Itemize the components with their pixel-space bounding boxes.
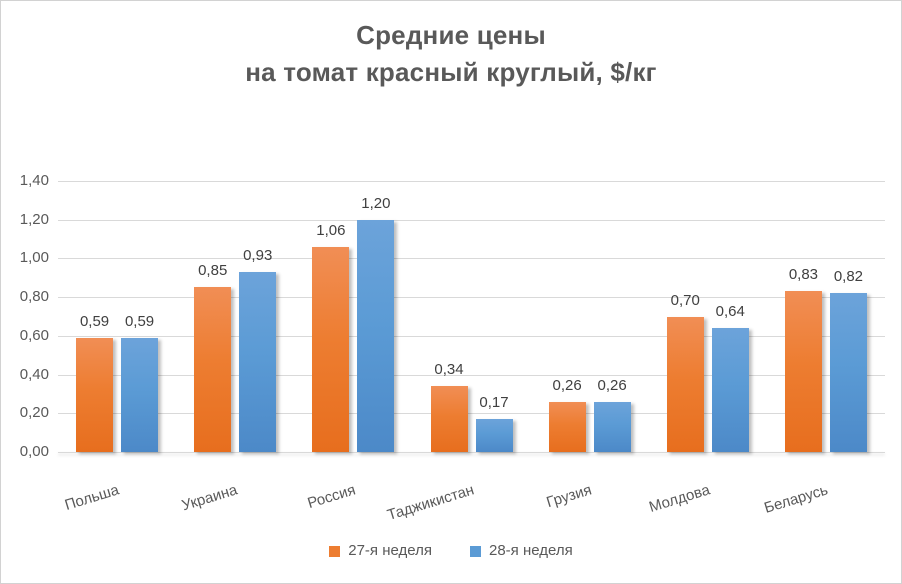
bar-27-я неделя-Грузия	[548, 401, 586, 452]
legend-swatch-week27	[329, 545, 341, 557]
bar-value-label-28-я неделя-Польша: 0,59	[124, 312, 155, 330]
x-category-label-Украина: Украина	[179, 481, 240, 515]
gridline-1,00	[58, 258, 885, 260]
legend: 27-я неделя 28-я неделя	[1, 542, 901, 560]
gridline-0,20	[58, 413, 885, 415]
y-tick-label-0,40: 0,40	[19, 365, 49, 383]
bar-27-я неделя-Украина	[194, 287, 232, 452]
bar-value-label-27-я неделя-Украина: 0,85	[198, 262, 228, 280]
y-tick-label-1,20: 1,20	[19, 210, 49, 228]
bar-value-label-28-я неделя-Грузия: 0,26	[597, 376, 627, 394]
bar-28-я неделя-Польша	[121, 337, 159, 452]
legend-label-week27: 27-я неделя	[348, 542, 432, 559]
legend-item-week27: 27-я неделя	[329, 542, 432, 560]
bar-value-label-28-я неделя-Россия: 1,20	[361, 194, 391, 212]
y-tick-label-0,80: 0,80	[19, 288, 49, 306]
gridline-0,00	[58, 452, 885, 453]
bar-value-label-27-я неделя-Россия: 1,06	[316, 221, 346, 239]
x-category-label-Беларусь: Беларусь	[762, 481, 831, 517]
chart-title-line2: на томат красный круглый, $/кг	[245, 57, 657, 87]
x-category-label-Россия: Россия	[305, 481, 358, 513]
bar-28-я неделя-Украина	[239, 271, 277, 452]
x-category-label-Грузия: Грузия	[544, 481, 594, 512]
legend-label-week28: 28-я неделя	[489, 542, 573, 559]
bar-value-label-27-я неделя-Молдова: 0,70	[670, 291, 700, 309]
bar-27-я неделя-Польша	[76, 337, 114, 452]
chart-title: Средние цены на томат красный круглый, $…	[1, 17, 901, 91]
x-category-label-Таджикистан: Таджикистан	[385, 481, 476, 524]
bar-27-я неделя-Беларусь	[784, 291, 822, 452]
bar-value-label-28-я неделя-Таджикистан: 0,17	[479, 394, 509, 412]
gridline-0,80	[58, 297, 885, 299]
y-tick-label-0,60: 0,60	[19, 326, 49, 344]
bar-value-label-27-я неделя-Беларусь: 0,83	[788, 266, 819, 284]
legend-swatch-week28	[470, 545, 481, 557]
bar-27-я неделя-Россия	[312, 246, 350, 452]
x-category-label-Молдова: Молдова	[647, 481, 713, 516]
bar-28-я неделя-Беларусь	[829, 293, 867, 452]
y-tick-label-1,40: 1,40	[19, 172, 49, 189]
bar-28-я неделя-Грузия	[593, 401, 631, 452]
bar-value-label-28-я неделя-Беларусь: 0,82	[833, 268, 864, 286]
x-category-label-Польша: Польша	[63, 481, 122, 514]
gridline-0,60	[58, 335, 885, 337]
bar-28-я неделя-Россия	[357, 219, 395, 452]
chart-title-line1: Средние цены	[356, 20, 546, 50]
bar-27-я неделя-Таджикистан	[430, 386, 468, 452]
gridline-1,20	[58, 219, 885, 221]
gridline-0,40	[58, 374, 885, 376]
bar-28-я неделя-Таджикистан	[475, 419, 513, 452]
bar-value-label-28-я неделя-Украина: 0,93	[243, 246, 273, 264]
gridline-1,40	[58, 181, 885, 182]
bar-value-label-27-я неделя-Грузия: 0,26	[552, 376, 582, 394]
y-tick-label-1,00: 1,00	[19, 249, 49, 267]
bar-value-label-28-я неделя-Молдова: 0,64	[715, 303, 745, 321]
y-tick-label-0,00: 0,00	[19, 443, 49, 460]
bar-value-label-27-я неделя-Польша: 0,59	[79, 312, 110, 330]
bar-value-label-27-я неделя-Таджикистан: 0,34	[434, 361, 464, 379]
bar-28-я неделя-Молдова	[711, 328, 749, 452]
y-tick-label-0,20: 0,20	[19, 404, 49, 422]
legend-item-week28: 28-я неделя	[470, 542, 573, 560]
bar-27-я неделя-Молдова	[666, 316, 704, 452]
